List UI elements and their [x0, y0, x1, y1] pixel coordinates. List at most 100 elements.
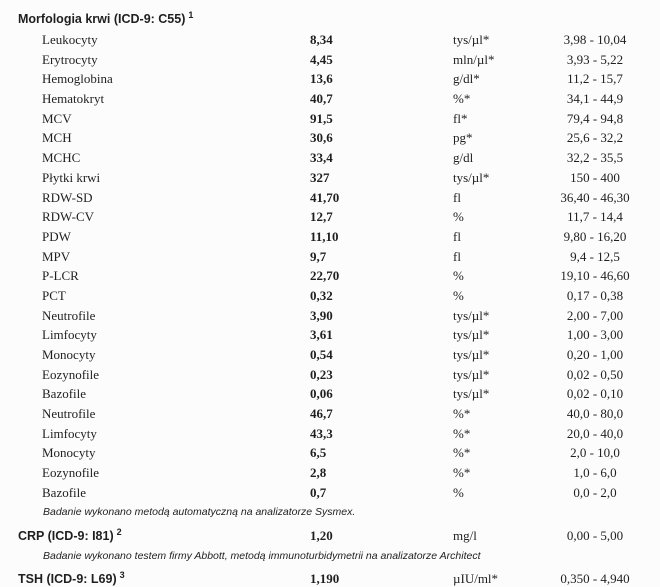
- parameter-name: Neutrofile: [42, 406, 96, 422]
- result-row: Eozynofile 0,23 tys/µl* 0,02 - 0,50: [0, 365, 660, 385]
- result-value: 12,7: [310, 209, 333, 225]
- result-unit: %*: [453, 425, 471, 441]
- result-unit: %*: [453, 445, 471, 461]
- result-value-crp: 1,20: [310, 527, 333, 543]
- result-unit: tys/µl*: [453, 32, 490, 47]
- reference-range-tsh: 0,350 - 4,940: [560, 570, 630, 586]
- reference-range: 2,0 - 10,0: [570, 445, 620, 461]
- result-unit: g/dl: [453, 150, 474, 166]
- section-title-morphology: Morfologia krwi (ICD-9: C55): [18, 12, 186, 26]
- reference-range: 0,20 - 1,00: [566, 347, 624, 362]
- parameter-name-tsh: TSH (ICD-9: L69) 3: [0, 568, 310, 587]
- result-value: 43,3: [310, 425, 333, 441]
- parameter-name-crp: CRP (ICD-9: I81) 2: [0, 525, 310, 548]
- result-value: 2,8: [310, 465, 327, 481]
- result-row: MPV 9,7 fl 9,4 - 12,5: [0, 247, 660, 267]
- reference-range: 2,00 - 7,00: [566, 307, 624, 323]
- result-unit: %: [453, 287, 464, 303]
- result-value: 0,7: [310, 484, 327, 500]
- result-value: 0,06: [310, 386, 333, 402]
- parameter-name: Bazofile: [42, 484, 87, 500]
- result-value: 0,23: [310, 366, 333, 382]
- result-value: 3,90: [310, 307, 333, 323]
- result-row: P-LCR 22,70% 19,10 - 46,60: [0, 266, 660, 286]
- result-value: 41,70: [310, 189, 340, 205]
- reference-range-crp: 0,00 - 5,00: [566, 527, 624, 543]
- reference-range: 3,98 - 10,04: [563, 32, 627, 47]
- result-value: 3,61: [310, 327, 333, 343]
- parameter-name: PDW: [42, 228, 71, 244]
- footnote-marker-2: 2: [116, 526, 122, 537]
- result-value: 11,10: [310, 228, 339, 244]
- result-row: Neutrofile 46,7 %* 40,0 - 80,0: [0, 404, 660, 424]
- result-row: Płytki krwi 327 tys/µl* 150 - 400: [0, 168, 660, 188]
- result-row: Eozynofile 2,8 %* 1,0 - 6,0: [0, 463, 660, 483]
- parameter-name: Eozynofile: [42, 465, 100, 481]
- reference-range: 25,6 - 32,2: [566, 130, 624, 146]
- result-unit: tys/µl*: [453, 307, 490, 323]
- parameter-name: Monocyty: [42, 347, 96, 362]
- reference-range: 150 - 400: [570, 169, 620, 185]
- reference-range: 34,1 - 44,9: [566, 91, 624, 107]
- result-row: MCHC 33,4 g/dl 32,2 - 35,5: [0, 148, 660, 168]
- result-unit: fl: [453, 248, 461, 264]
- result-row: RDW-CV 12,7% 11,7 - 14,4: [0, 207, 660, 227]
- result-row: Neutrofile 3,90 tys/µl* 2,00 - 7,00: [0, 306, 660, 326]
- parameter-name: Monocyty: [42, 445, 96, 461]
- result-row: Erytrocyty 4,45 mln/µl* 3,93 - 5,22: [0, 50, 660, 70]
- footnote-marker-3: 3: [119, 569, 125, 580]
- reference-range: 79,4 - 94,8: [566, 110, 624, 126]
- result-value: 8,34: [310, 32, 333, 47]
- result-value: 91,5: [310, 110, 333, 126]
- section-title-crp: CRP (ICD-9: I81): [18, 528, 114, 543]
- reference-range: 1,00 - 3,00: [566, 327, 624, 343]
- section-header-morphology: Morfologia krwi (ICD-9: C55) 1: [18, 8, 660, 30]
- reference-range: 0,02 - 0,50: [566, 366, 624, 382]
- parameter-name: Leukocyty: [42, 32, 98, 47]
- reference-range: 11,7 - 14,4: [567, 209, 623, 225]
- result-unit: tys/µl*: [453, 327, 490, 343]
- reference-range: 11,2 - 15,7: [567, 71, 623, 87]
- result-value-tsh: 1,190: [310, 570, 340, 586]
- reference-range: 0,02 - 0,10: [566, 386, 624, 402]
- result-unit: fl: [453, 189, 461, 205]
- result-row-tsh: TSH (ICD-9: L69) 3 1,190 µIU/ml* 0,350 - …: [0, 568, 660, 587]
- result-value: 30,6: [310, 130, 333, 146]
- result-unit: %: [453, 209, 464, 225]
- parameter-name: MPV: [42, 248, 71, 264]
- reference-range: 9,80 - 16,20: [563, 228, 627, 244]
- result-row: Limfocyty 3,61 tys/µl* 1,00 - 3,00: [0, 325, 660, 345]
- result-row: Monocyty 6,5 %* 2,0 - 10,0: [0, 443, 660, 463]
- parameter-name: Hematokryt: [42, 91, 105, 107]
- result-unit-crp: mg/l: [453, 527, 477, 543]
- result-value: 13,6: [310, 71, 333, 87]
- result-value: 4,45: [310, 51, 333, 67]
- reference-range: 36,40 - 46,30: [560, 189, 630, 205]
- result-value: 6,5: [310, 445, 327, 461]
- result-row-crp: CRP (ICD-9: I81) 2 1,20 mg/l 0,00 - 5,00: [0, 525, 660, 547]
- parameter-name: Neutrofile: [42, 307, 96, 323]
- result-row: Limfocyty 43,3 %* 20,0 - 40,0: [0, 424, 660, 444]
- result-row: Monocyty 0,54 tys/µl* 0,20 - 1,00: [0, 345, 660, 365]
- result-row: PCT 0,32% 0,17 - 0,38: [0, 286, 660, 306]
- result-unit-tsh: µIU/ml*: [453, 570, 499, 586]
- result-row: MCV 91,5 fl* 79,4 - 94,8: [0, 109, 660, 129]
- section-title-tsh: TSH (ICD-9: L69): [18, 571, 117, 586]
- result-unit: %*: [453, 465, 471, 481]
- result-value: 0,54: [310, 347, 333, 362]
- method-note-sysmex: Badanie wykonano metodą automatyczną na …: [43, 505, 356, 518]
- reference-range: 32,2 - 35,5: [566, 150, 624, 166]
- reference-range: 0,0 - 2,0: [573, 484, 617, 500]
- result-unit: fl*: [453, 110, 468, 126]
- result-value: 327: [310, 169, 330, 185]
- result-unit: tys/µl*: [453, 386, 490, 402]
- reference-range: 19,10 - 46,60: [560, 268, 630, 284]
- parameter-name: P-LCR: [42, 268, 79, 284]
- method-note-abbott: Badanie wykonano testem firmy Abbott, me…: [43, 549, 481, 562]
- footnote-marker-1: 1: [188, 10, 194, 20]
- result-row: Hemoglobina 13,6 g/dl* 11,2 - 15,7: [0, 69, 660, 89]
- parameter-name: RDW-SD: [42, 189, 93, 205]
- parameter-name: Płytki krwi: [42, 169, 101, 185]
- reference-range: 3,93 - 5,22: [566, 51, 624, 67]
